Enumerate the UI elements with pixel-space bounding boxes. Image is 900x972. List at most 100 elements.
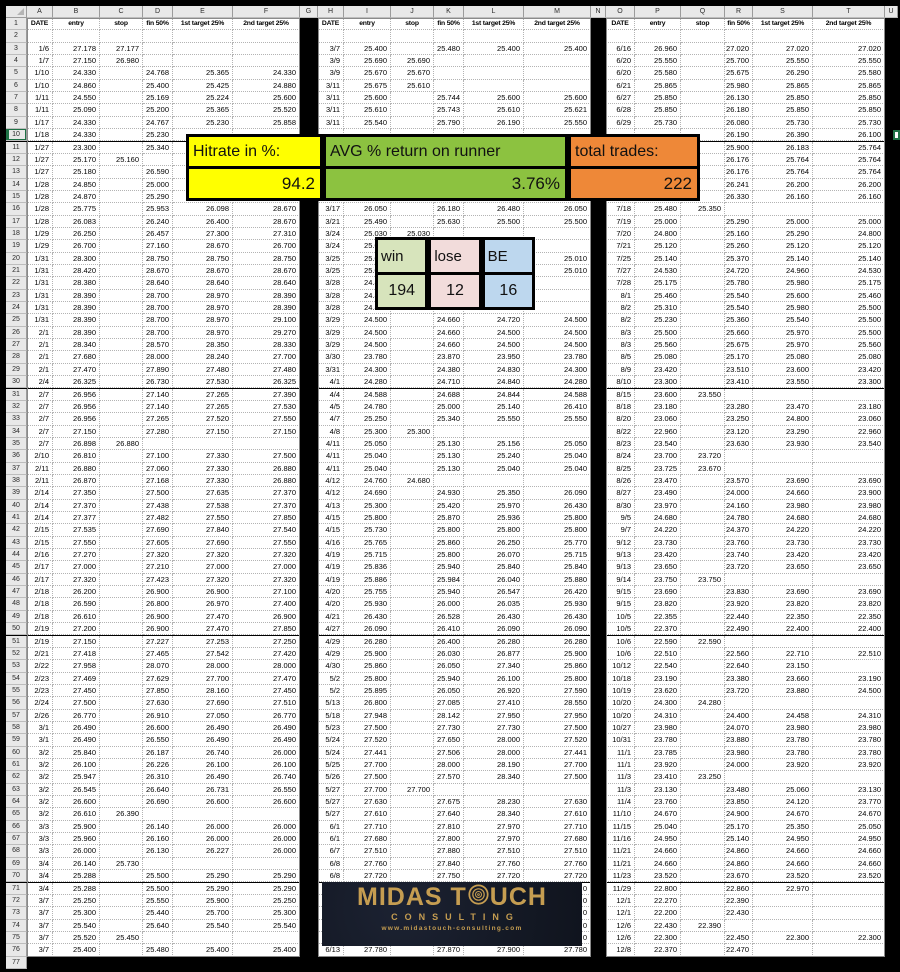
row-header-16[interactable]: 16	[6, 203, 27, 216]
row-header-39[interactable]: 39	[6, 487, 27, 500]
row-header-59[interactable]: 59	[6, 734, 27, 747]
cell[interactable]: 26.880	[233, 474, 300, 488]
cell[interactable]	[753, 635, 813, 648]
cell[interactable]: 23.130	[635, 783, 681, 797]
cell[interactable]: 25.340	[143, 141, 173, 154]
cell[interactable]	[681, 586, 725, 599]
cell[interactable]: 23.880	[753, 684, 813, 698]
row-header-29[interactable]: 29	[6, 363, 27, 377]
cell[interactable]: 24.680	[391, 474, 434, 488]
cell[interactable]: 22.390	[725, 894, 753, 908]
cell[interactable]	[813, 907, 885, 920]
cell[interactable]: 22.590	[681, 635, 725, 648]
cell[interactable]: 26.040	[464, 573, 524, 587]
cell[interactable]: 25.730	[813, 116, 885, 130]
cell[interactable]: 25.850	[635, 104, 681, 117]
cell[interactable]	[143, 55, 173, 68]
row-header-20[interactable]: 20	[6, 252, 27, 265]
cell[interactable]: 24.550	[53, 92, 100, 105]
cell[interactable]: 24.760	[344, 474, 391, 488]
cell[interactable]: 24.280	[524, 376, 591, 389]
cell[interactable]: 25.560	[813, 339, 885, 352]
cell[interactable]: 28.970	[173, 302, 233, 315]
cell[interactable]: 27.150	[53, 635, 100, 648]
cell[interactable]: 3/30	[318, 351, 344, 364]
cell[interactable]: 27.000	[233, 561, 300, 574]
cell[interactable]	[464, 55, 524, 68]
cell[interactable]: 27.520	[524, 734, 591, 747]
cell[interactable]: 25.540	[753, 314, 813, 327]
cell[interactable]: 24.530	[813, 265, 885, 278]
cell[interactable]: 25.169	[143, 92, 173, 105]
cell[interactable]: 4/1	[318, 376, 344, 389]
cell[interactable]: 25.940	[434, 586, 464, 599]
cell[interactable]: 24.070	[725, 721, 753, 735]
cell[interactable]	[524, 67, 591, 80]
cell[interactable]: 23.730	[753, 536, 813, 550]
cell[interactable]	[233, 931, 300, 945]
cell[interactable]: 25.865	[635, 79, 681, 93]
cell[interactable]: 23.980	[635, 721, 681, 735]
cell[interactable]: 24.830	[464, 363, 524, 377]
cell[interactable]: 27.150	[53, 425, 100, 438]
cell[interactable]	[725, 462, 753, 475]
cell[interactable]: 25.840	[53, 746, 100, 759]
cell[interactable]: 24.860	[725, 845, 753, 858]
cell[interactable]	[753, 450, 813, 463]
cell[interactable]	[434, 783, 464, 797]
row-header-11[interactable]: 11	[6, 141, 27, 154]
cell[interactable]: 1/28	[27, 178, 53, 191]
cell[interactable]: 26.410	[434, 623, 464, 636]
cell[interactable]	[681, 314, 725, 327]
cell[interactable]: 23.180	[635, 400, 681, 414]
cell[interactable]	[681, 783, 725, 797]
cell[interactable]: 7/21	[606, 240, 635, 253]
cell[interactable]: 3/3	[27, 833, 53, 846]
cell[interactable]: 7/19	[606, 215, 635, 228]
cell[interactable]: 2/7	[27, 400, 53, 414]
cell[interactable]: 28.640	[233, 277, 300, 290]
cell[interactable]: 2/1	[27, 326, 53, 340]
cell[interactable]: 24.767	[143, 116, 173, 130]
row-header-57[interactable]: 57	[6, 709, 27, 722]
cell[interactable]	[813, 771, 885, 784]
total-trades-box[interactable]: total trades: 222	[568, 134, 700, 201]
cell[interactable]: 23.760	[725, 536, 753, 550]
cell[interactable]: 25.500	[813, 302, 885, 315]
cell[interactable]: 24.670	[753, 808, 813, 821]
cell[interactable]: 25.715	[344, 549, 391, 562]
cell[interactable]	[753, 919, 813, 932]
cell[interactable]	[100, 820, 143, 834]
cell[interactable]	[753, 388, 813, 401]
cell[interactable]: 23.730	[813, 536, 885, 550]
cell[interactable]: 27.850	[143, 684, 173, 698]
cell[interactable]: 25.870	[434, 512, 464, 525]
cell[interactable]: 23.780	[813, 746, 885, 759]
cell[interactable]: 25.970	[464, 499, 524, 512]
cell[interactable]: 5/27	[318, 796, 344, 809]
cell[interactable]: 3/4	[27, 882, 53, 895]
cell[interactable]: 23.520	[635, 870, 681, 883]
cell[interactable]: 27.085	[434, 697, 464, 710]
cell[interactable]: 22.300	[635, 931, 681, 945]
cell[interactable]: 26.290	[753, 67, 813, 80]
cell[interactable]: 23.830	[725, 586, 753, 599]
cell[interactable]: 26.880	[233, 462, 300, 475]
cell[interactable]	[100, 635, 143, 648]
cell[interactable]	[681, 845, 725, 858]
cell[interactable]	[100, 215, 143, 228]
cell[interactable]: 26.280	[344, 635, 391, 648]
cell[interactable]: 26.160	[753, 190, 813, 204]
cell[interactable]: 25.000	[143, 178, 173, 191]
cell[interactable]	[681, 42, 725, 56]
cell[interactable]: 23.470	[753, 400, 813, 414]
cell[interactable]	[681, 870, 725, 883]
row-header-34[interactable]: 34	[6, 425, 27, 438]
cell[interactable]	[681, 907, 725, 920]
cell[interactable]	[100, 524, 143, 537]
cell[interactable]: 24.660	[434, 339, 464, 352]
cell[interactable]: 25.500	[813, 314, 885, 327]
header-cell[interactable]: entry	[344, 18, 391, 31]
cell[interactable]: 11/10	[606, 808, 635, 821]
cell[interactable]: 2/1	[27, 339, 53, 352]
